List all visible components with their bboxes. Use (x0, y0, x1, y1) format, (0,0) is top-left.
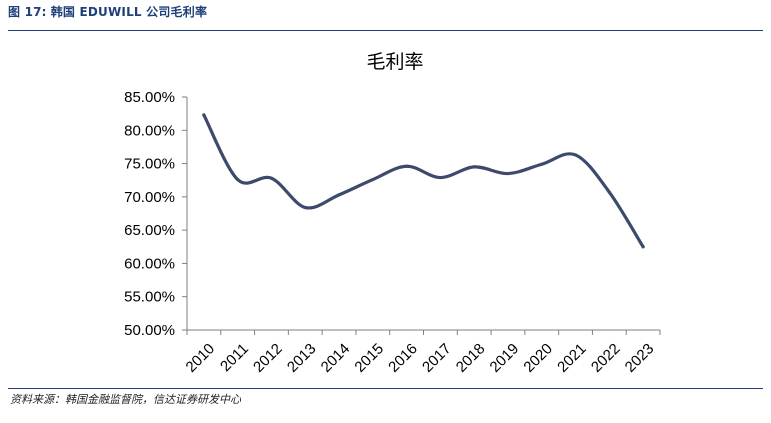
x-tick-label: 2019 (487, 340, 523, 376)
y-tick-label: 65.00% (124, 222, 175, 239)
figure-caption: 韩国 EDUWILL 公司毛利率 (50, 5, 208, 19)
x-tick-label: 2014 (318, 340, 354, 376)
series-line-gross-margin (202, 113, 645, 249)
x-tick-label: 2012 (250, 340, 286, 376)
data-point-2019 (506, 171, 510, 176)
x-axis: 2010201120122013201420152016201720182019… (183, 329, 661, 376)
x-tick-label: 2017 (419, 340, 455, 376)
x-tick-label: 2021 (554, 340, 590, 376)
y-tick-label: 70.00% (124, 189, 175, 206)
data-point-2022 (607, 190, 611, 194)
x-tick-label: 2020 (520, 340, 556, 376)
data-point-2020 (540, 162, 544, 166)
x-tick-label: 2010 (183, 340, 219, 376)
chart-title: 毛利率 (366, 51, 423, 73)
data-point-2023 (641, 245, 645, 249)
series-group (202, 113, 645, 249)
x-tick-label: 2023 (622, 340, 658, 376)
y-tick-label: 80.00% (124, 122, 175, 139)
x-tick-label: 2011 (217, 340, 252, 375)
x-tick-label: 2016 (385, 340, 421, 376)
data-point-2017 (438, 175, 442, 180)
data-point-2010 (202, 113, 206, 117)
x-tick-label: 2015 (351, 340, 387, 376)
data-point-2011 (236, 177, 240, 182)
data-point-2018 (472, 165, 476, 169)
y-axis: 50.00% 55.00% 60.00% 65.00% 70.00% 75.00% 80.0… (124, 89, 188, 339)
data-point-2015 (371, 177, 375, 182)
data-point-2014 (337, 193, 341, 197)
data-point-2021 (573, 153, 578, 157)
x-tick-label: 2022 (588, 340, 624, 376)
x-tick-label: 2018 (453, 340, 489, 376)
y-tick-label: 60.00% (124, 255, 175, 272)
y-tick-label: 75.00% (124, 156, 175, 173)
y-tick-label: 85.00% (124, 89, 175, 106)
data-point-2013 (303, 205, 307, 210)
data-point-2012 (269, 176, 274, 180)
header-rule (8, 30, 763, 31)
y-tick-label: 50.00% (124, 322, 175, 339)
x-tick-label: 2013 (284, 340, 320, 376)
y-tick-label: 55.00% (124, 289, 175, 306)
footer-rule (8, 388, 763, 389)
source-note: 资料来源：韩国金融监督院，信达证券研发中心 (10, 393, 241, 406)
data-point-2016 (405, 164, 409, 168)
figure-number: 图 17: (8, 5, 47, 19)
figure-header: 图 17: 韩国 EDUWILL 公司毛利率 (8, 3, 207, 20)
